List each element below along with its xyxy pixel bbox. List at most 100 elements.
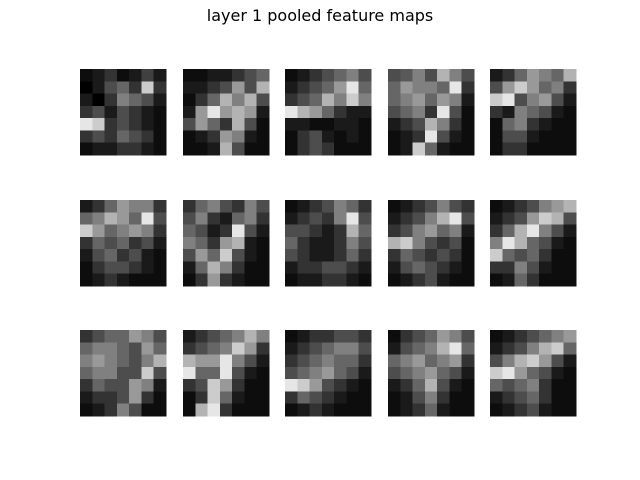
pixel-cell bbox=[219, 354, 233, 368]
pixel-cell bbox=[297, 212, 310, 225]
pixel-cell bbox=[92, 391, 105, 405]
pixel-cell bbox=[285, 354, 298, 368]
pixel-cell bbox=[297, 142, 310, 156]
pixel-cell bbox=[219, 236, 233, 250]
pixel-cell bbox=[321, 391, 335, 405]
pixel-cell bbox=[297, 273, 310, 287]
pixel-cell bbox=[321, 142, 335, 156]
pixel-cell bbox=[141, 69, 155, 82]
pixel-cell bbox=[437, 200, 450, 213]
chart-title: layer 1 pooled feature maps bbox=[206, 6, 434, 25]
pixel-cell bbox=[129, 130, 142, 144]
pixel-cell bbox=[449, 330, 463, 343]
pixel-cell bbox=[412, 93, 426, 107]
pixel-cell bbox=[219, 105, 233, 119]
pixel-cell bbox=[502, 236, 515, 250]
pixel-cell bbox=[346, 249, 360, 262]
pixel-cell bbox=[104, 81, 118, 94]
pixel-cell bbox=[437, 403, 450, 417]
pixel-cell bbox=[309, 130, 323, 144]
pixel-cell bbox=[388, 273, 401, 287]
pixel-cell bbox=[183, 366, 196, 380]
pixel-cell bbox=[539, 212, 552, 225]
pixel-cell bbox=[153, 249, 167, 262]
pixel-cell bbox=[514, 93, 528, 107]
pixel-cell bbox=[490, 261, 503, 275]
pixel-cell bbox=[92, 273, 105, 287]
pixel-cell bbox=[334, 261, 347, 275]
pixel-cell bbox=[256, 236, 270, 250]
pixel-cell bbox=[297, 391, 310, 405]
pixel-cell bbox=[388, 342, 401, 355]
pixel-cell bbox=[80, 342, 93, 355]
pixel-cell bbox=[539, 224, 552, 238]
pixel-cell bbox=[104, 273, 118, 287]
pixel-cell bbox=[334, 366, 347, 380]
pixel-cell bbox=[358, 118, 372, 131]
pixel-cell bbox=[449, 391, 463, 405]
pixel-cell bbox=[104, 342, 118, 355]
pixel-cell bbox=[297, 81, 310, 94]
pixel-cell bbox=[92, 249, 105, 262]
pixel-cell bbox=[321, 342, 335, 355]
pixel-cell bbox=[400, 81, 413, 94]
pixel-cell bbox=[514, 212, 528, 225]
pixel-cell bbox=[256, 118, 270, 131]
pixel-cell bbox=[219, 261, 233, 275]
pixel-cell bbox=[490, 391, 503, 405]
pixel-cell bbox=[563, 200, 577, 213]
pixel-cell bbox=[297, 93, 310, 107]
pixel-cell bbox=[412, 249, 426, 262]
pixel-cell bbox=[539, 118, 552, 131]
pixel-cell bbox=[461, 130, 475, 144]
pixel-cell bbox=[80, 403, 93, 417]
pixel-cell bbox=[285, 236, 298, 250]
pixel-cell bbox=[309, 118, 323, 131]
pixel-cell bbox=[437, 224, 450, 238]
pixel-cell bbox=[232, 354, 245, 368]
pixel-cell bbox=[424, 130, 438, 144]
pixel-cell bbox=[490, 93, 503, 107]
pixel-cell bbox=[244, 236, 258, 250]
pixel-cell bbox=[256, 273, 270, 287]
pixel-cell bbox=[232, 212, 245, 225]
pixel-cell bbox=[92, 261, 105, 275]
pixel-cell bbox=[80, 224, 93, 238]
pixel-cell bbox=[195, 118, 208, 131]
pixel-cell bbox=[244, 273, 258, 287]
pixel-cell bbox=[346, 69, 360, 82]
pixel-cell bbox=[129, 93, 142, 107]
pixel-cell bbox=[334, 249, 347, 262]
pixel-cell bbox=[207, 81, 221, 94]
pixel-cell bbox=[412, 81, 426, 94]
pixel-cell bbox=[526, 200, 540, 213]
pixel-cell bbox=[502, 249, 515, 262]
pixel-cell bbox=[346, 105, 360, 119]
pixel-cell bbox=[183, 261, 196, 275]
pixel-cell bbox=[563, 342, 577, 355]
pixel-cell bbox=[449, 379, 463, 392]
pixel-cell bbox=[92, 93, 105, 107]
pixel-cell bbox=[461, 81, 475, 94]
pixel-cell bbox=[116, 249, 130, 262]
pixel-cell bbox=[256, 212, 270, 225]
pixel-cell bbox=[526, 261, 540, 275]
pixel-cell bbox=[309, 69, 323, 82]
pixel-cell bbox=[104, 261, 118, 275]
pixel-cell bbox=[129, 200, 142, 213]
pixel-cell bbox=[526, 69, 540, 82]
pixel-cell bbox=[490, 379, 503, 392]
pixel-cell bbox=[424, 366, 438, 380]
pixel-cell bbox=[346, 236, 360, 250]
pixel-cell bbox=[153, 261, 167, 275]
pixel-cell bbox=[412, 236, 426, 250]
pixel-cell bbox=[244, 342, 258, 355]
pixel-cell bbox=[563, 236, 577, 250]
pixel-cell bbox=[563, 330, 577, 343]
pixel-cell bbox=[502, 403, 515, 417]
pixel-cell bbox=[321, 273, 335, 287]
pixel-cell bbox=[502, 379, 515, 392]
pixel-cell bbox=[80, 130, 93, 144]
feature-map-13 bbox=[285, 330, 372, 417]
pixel-cell bbox=[232, 330, 245, 343]
